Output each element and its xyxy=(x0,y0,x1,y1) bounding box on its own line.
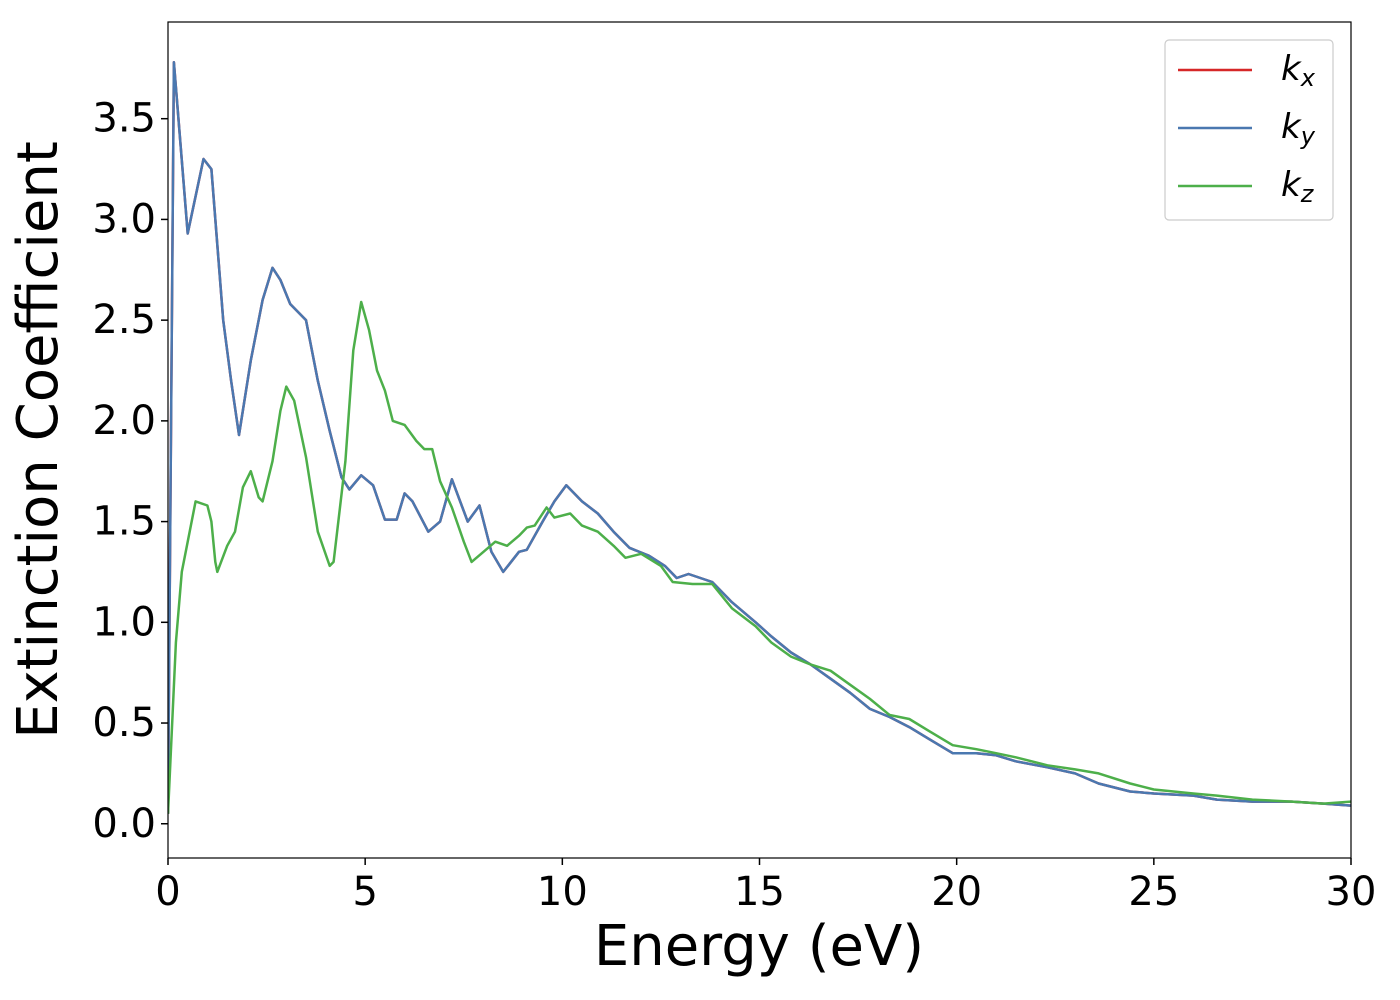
y-tick-label: 1.5 xyxy=(92,499,156,545)
x-tick-label: 25 xyxy=(1128,869,1179,915)
y-tick-label: 3.5 xyxy=(92,96,156,142)
x-tick-label: 15 xyxy=(734,869,785,915)
x-tick-label: 20 xyxy=(931,869,982,915)
y-tick-label: 0.5 xyxy=(92,700,156,746)
y-tick-label: 1.0 xyxy=(92,599,156,645)
legend-label: kx xyxy=(1281,49,1316,93)
series-line xyxy=(168,61,1351,814)
x-tick-label: 5 xyxy=(352,869,377,915)
x-tick-label: 0 xyxy=(155,869,180,915)
legend-label: ky xyxy=(1281,107,1316,151)
y-axis-label: Extinction Coefficient xyxy=(6,141,71,739)
legend-box xyxy=(1164,39,1334,221)
y-tick-label: 2.0 xyxy=(92,398,156,444)
y-tick-label: 2.5 xyxy=(92,297,156,343)
series-line xyxy=(168,300,1351,814)
legend-label: kz xyxy=(1281,165,1315,209)
plot-frame xyxy=(167,21,1352,859)
y-tick-label: 0.0 xyxy=(92,801,156,847)
y-tick-label: 3.0 xyxy=(92,196,156,242)
x-tick-label: 10 xyxy=(537,869,588,915)
x-tick-label: 30 xyxy=(1326,869,1377,915)
x-axis-label: Energy (eV) xyxy=(594,914,924,979)
